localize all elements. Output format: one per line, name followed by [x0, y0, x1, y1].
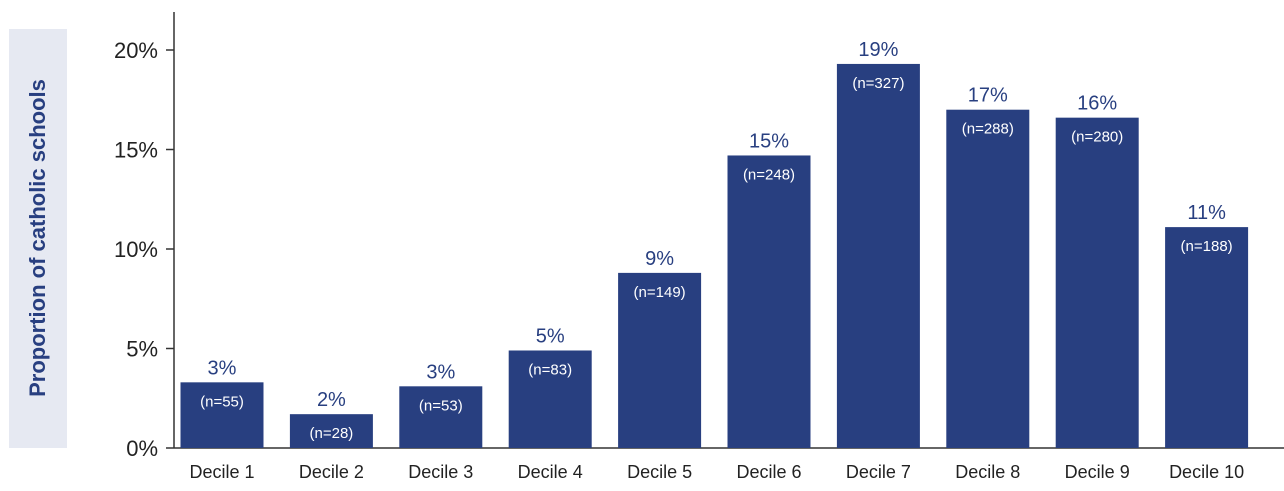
- bar-value-label: 15%: [749, 130, 789, 152]
- bar: [836, 63, 920, 449]
- bar: [1055, 117, 1139, 448]
- bar-count-label: (n=83): [528, 361, 572, 378]
- y-tick-label: 0%: [126, 436, 158, 461]
- bar-count-label: (n=55): [200, 393, 244, 410]
- bar: [399, 386, 483, 448]
- y-axis-label-background: [9, 29, 67, 448]
- bar: [1165, 227, 1249, 448]
- bar-count-label: (n=149): [634, 284, 686, 301]
- bar: [618, 272, 702, 448]
- y-tick-label: 5%: [126, 337, 158, 362]
- x-tick-label: Decile 10: [1169, 462, 1244, 482]
- bar-count-label: (n=188): [1181, 238, 1233, 255]
- bar-count-label: (n=28): [310, 425, 354, 442]
- bar-value-label: 5%: [536, 325, 565, 347]
- x-tick-label: Decile 5: [627, 462, 692, 482]
- bar-count-label: (n=288): [962, 121, 1014, 138]
- bar-value-label: 19%: [858, 39, 898, 61]
- bar-value-label: 11%: [1187, 202, 1226, 224]
- x-tick-label: Decile 3: [408, 462, 473, 482]
- y-tick-label: 20%: [114, 38, 158, 63]
- x-tick-label: Decile 8: [955, 462, 1020, 482]
- bar: [289, 414, 373, 448]
- x-tick-label: Decile 1: [189, 462, 254, 482]
- bar: [508, 350, 592, 448]
- bar: [727, 155, 811, 448]
- bar-count-label: (n=280): [1071, 129, 1123, 146]
- bar-value-label: 9%: [645, 248, 674, 270]
- bar-value-label: 2%: [317, 389, 346, 411]
- x-tick-label: Decile 7: [846, 462, 911, 482]
- bar-value-label: 3%: [208, 357, 237, 379]
- y-tick-label: 10%: [114, 237, 158, 262]
- x-tick-label: Decile 6: [736, 462, 801, 482]
- bar-value-label: 16%: [1077, 93, 1117, 115]
- x-tick-label: Decile 4: [518, 462, 583, 482]
- x-tick-label: Decile 2: [299, 462, 364, 482]
- bar-value-label: 3%: [426, 361, 455, 383]
- x-tick-label: Decile 9: [1065, 462, 1130, 482]
- y-tick-label: 15%: [114, 138, 158, 163]
- bar-value-label: 17%: [968, 85, 1008, 107]
- bar-count-label: (n=327): [852, 75, 904, 92]
- bar: [946, 109, 1030, 448]
- bar-count-label: (n=53): [419, 397, 463, 414]
- bar-count-label: (n=248): [743, 166, 795, 183]
- bar: [180, 382, 264, 448]
